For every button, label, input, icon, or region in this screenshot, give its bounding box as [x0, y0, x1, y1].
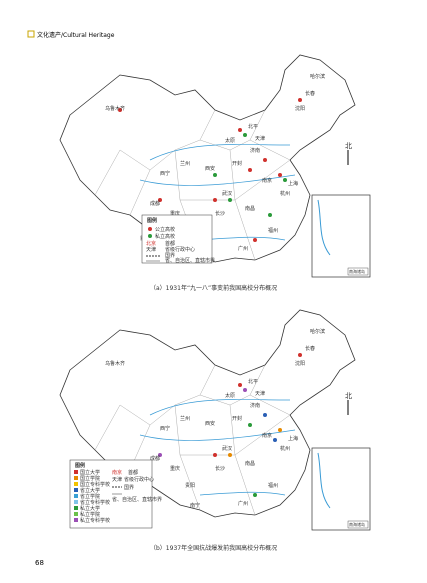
city: 南京 [262, 432, 272, 439]
map-a: 乌鲁木齐 兰州 西宁 成都 重庆 昆明 贵阳 南宁 广州 福州 杭州 南京 上海… [59, 54, 371, 278]
city: 杭州 [280, 445, 290, 452]
city: 沈阳 [295, 105, 305, 112]
city: 沈阳 [295, 360, 305, 367]
city: 南宁 [190, 502, 200, 509]
legend-item: 省、自治区、直辖市界 [112, 496, 162, 503]
city: 北平 [248, 378, 258, 385]
header-icon [27, 30, 35, 38]
city: 长春 [305, 345, 315, 352]
city: 天津 [255, 390, 265, 397]
legend-item: 省级行政中心 [124, 476, 154, 483]
city: 兰州 [180, 415, 190, 422]
city: 重庆 [170, 465, 180, 472]
city: 北平 [248, 123, 258, 130]
city: 重庆 [170, 210, 180, 217]
header-title: 文化遗产/Cultural Heritage [37, 31, 115, 39]
city: 南昌 [245, 205, 255, 212]
city: 开封 [232, 160, 242, 167]
city: 成都 [150, 200, 160, 207]
city: 西宁 [160, 425, 170, 432]
city: 兰州 [180, 160, 190, 167]
legend: 图例 公立高校 私立高校 北京 首都 天津 省级行政中心 国界 省、自治区、直辖市界 [141, 214, 215, 264]
legend-item: 首都 [128, 469, 138, 476]
city: 太原 [225, 137, 235, 144]
legend-item: 省立专科学校 [80, 499, 110, 506]
city: 广州 [238, 500, 248, 507]
page-number: 68 [35, 559, 44, 567]
city: 长春 [305, 90, 315, 97]
legend-item: 国界 [165, 253, 175, 259]
city: 太原 [225, 392, 235, 399]
city: 成都 [150, 455, 160, 462]
caption: （b）1937年全国抗战爆发前我国高校分布概况 [150, 544, 277, 552]
city: 武汉 [222, 190, 232, 197]
legend-item: 公立高校 [155, 226, 175, 233]
map-b: 乌鲁木齐 兰州 西宁 成都 重庆 昆明 贵阳 南宁 广州 福州 杭州 南京 上海… [59, 309, 371, 531]
legend-item: 北京 [146, 240, 156, 247]
city: 长沙 [215, 210, 225, 217]
legend-item: 国界 [124, 485, 134, 491]
city: 乌鲁木齐 [105, 105, 125, 112]
legend-item: 省级行政中心 [165, 246, 195, 253]
legend-item: 国立专科学校 [80, 481, 110, 488]
legend-item: 省立大学 [80, 487, 100, 494]
city: 长沙 [215, 465, 225, 472]
city: 武汉 [222, 445, 232, 452]
legend-item: 省立学院 [80, 493, 100, 500]
legend-item: 国立学院 [80, 475, 100, 482]
city: 西宁 [160, 170, 170, 177]
city: 开封 [232, 415, 242, 422]
city: 哈尔滨 [310, 73, 325, 80]
legend-item: 私立专科学校 [80, 517, 110, 524]
city: 广州 [238, 245, 248, 252]
city: 贵阳 [185, 482, 195, 489]
legend-item: 私立大学 [80, 505, 100, 512]
city: 西安 [205, 420, 215, 427]
legend-item: 省、自治区、直辖市界 [165, 257, 215, 264]
city: 南京 [262, 177, 272, 184]
city: 南昌 [245, 460, 255, 467]
city: 福州 [268, 482, 278, 489]
city: 杭州 [280, 190, 290, 197]
legend-item: 国立大学 [80, 469, 100, 476]
legend: 图例 国立大学 国立学院 国立专科学校 省立大学 省立学院 省立专科学校 私立大… [69, 459, 162, 529]
city: 天津 [255, 135, 265, 142]
legend-title: 图例 [75, 462, 85, 469]
inset-label: 南海诸岛 [349, 521, 365, 527]
legend-item: 私立高校 [155, 233, 175, 240]
north-label: 北 [345, 392, 352, 400]
city: 上海 [288, 180, 298, 187]
city: 上海 [288, 435, 298, 442]
legend-title: 图例 [147, 217, 157, 224]
city-labels: 乌鲁木齐 兰州 西宁 成都 重庆 昆明 贵阳 南宁 广州 福州 杭州 南京 上海… [105, 328, 325, 509]
caption: （a）1931年“九一八”事变前我国高校分布概况 [150, 284, 277, 292]
city: 西安 [205, 165, 215, 172]
legend-item: 天津 [112, 476, 122, 483]
city: 乌鲁木齐 [105, 360, 125, 367]
city: 福州 [268, 227, 278, 234]
legend-item: 首都 [165, 240, 175, 247]
legend-item: 南京 [112, 469, 122, 476]
city: 济南 [250, 402, 260, 409]
inset-label: 南海诸岛 [349, 268, 365, 274]
city: 哈尔滨 [310, 328, 325, 335]
city: 济南 [250, 147, 260, 154]
legend-item: 天津 [146, 246, 156, 253]
legend-item: 私立学院 [80, 511, 100, 518]
north-label: 北 [345, 142, 352, 150]
